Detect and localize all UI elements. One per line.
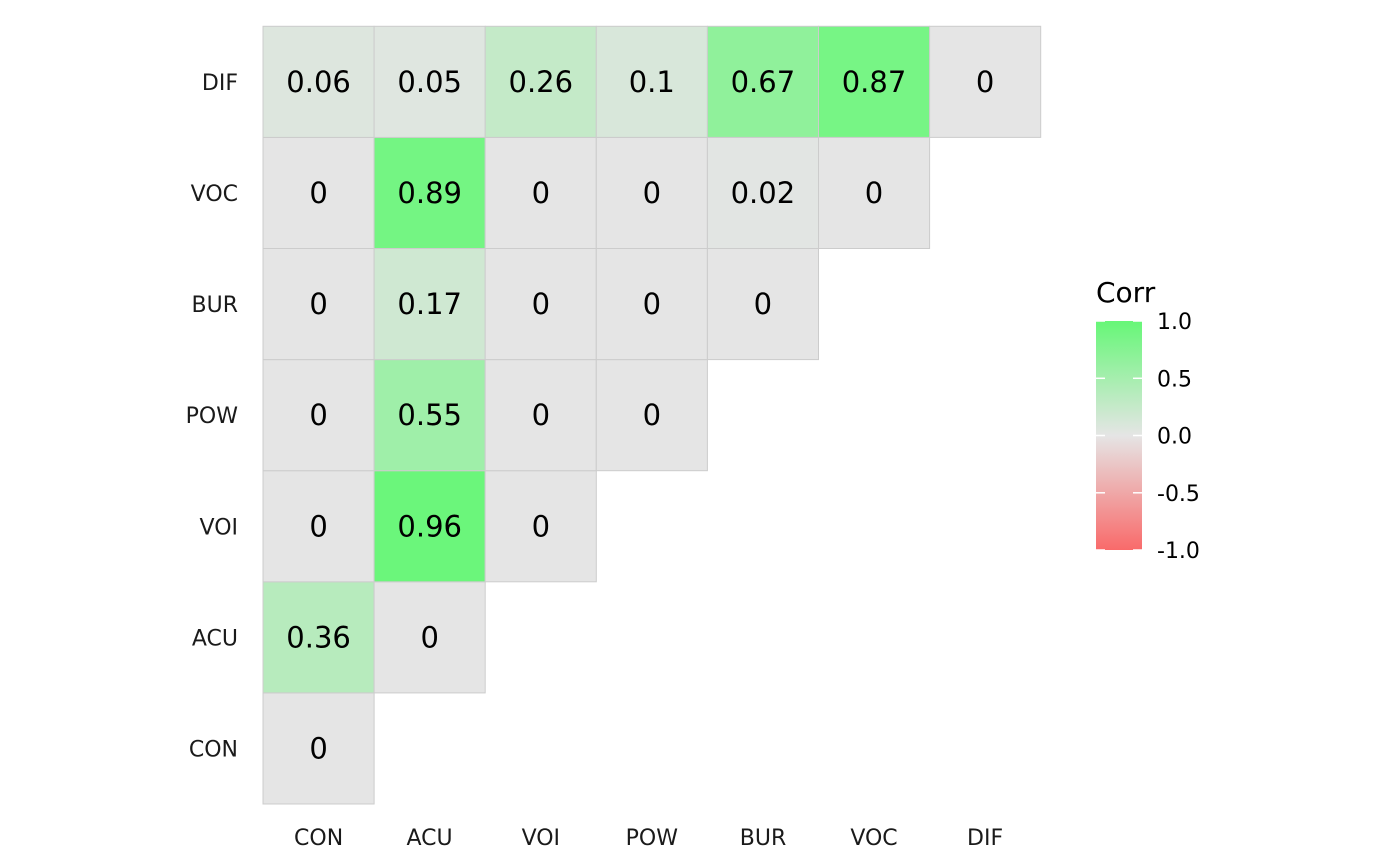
legend-tick-label: 0.5 (1157, 367, 1192, 392)
legend-tick-label: -1.0 (1157, 539, 1200, 564)
heatmap-cell-acu-pow (373, 359, 486, 472)
heatmap-cell-con-dif (262, 25, 375, 138)
cell-value-label-con-dif: 0.06 (286, 65, 351, 99)
y-tick-label-con: CON (189, 738, 238, 763)
cell-value-label-pow-dif: 0.1 (629, 65, 675, 99)
heatmap-cell-acu-voi (373, 470, 486, 583)
heatmap-cell-con-con (262, 692, 375, 805)
heatmap-cells (262, 25, 1042, 805)
x-tick-label-voi: VOI (522, 826, 560, 851)
heatmap-cell-con-acu (262, 581, 375, 694)
x-tick-label-voc: VOC (850, 826, 897, 851)
cell-value-label-con-voi: 0 (309, 509, 327, 543)
x-tick-label-pow: POW (626, 826, 679, 851)
y-tick-label-acu: ACU (192, 626, 238, 651)
cell-value-label-acu-voi: 0.96 (397, 509, 462, 543)
heatmap-cell-voi-pow (484, 359, 597, 472)
y-tick-label-pow: POW (186, 404, 239, 429)
cell-value-label-con-pow: 0 (309, 398, 327, 432)
x-tick-label-acu: ACU (407, 826, 453, 851)
cell-value-label-voc-dif: 0.87 (842, 65, 907, 99)
heatmap-cell-pow-voc (595, 136, 708, 249)
y-tick-label-bur: BUR (192, 293, 238, 318)
cell-value-label-voc-voc: 0 (865, 176, 883, 210)
heatmap-cell-acu-bur (373, 248, 486, 361)
cell-value-label-bur-bur: 0 (754, 287, 772, 321)
heatmap-cell-labels: 0 0.36 0 0 0.96 0 0 0.55 0 0 0 0.17 0 0 0 0 0.89 0 0 0.02 0 0… (286, 65, 994, 766)
cell-value-label-acu-acu: 0 (420, 620, 438, 654)
heatmap-cell-voc-dif (818, 25, 931, 138)
y-tick-label-voc: VOC (191, 182, 238, 207)
heatmap-cell-voi-bur (484, 248, 597, 361)
cell-value-label-con-acu: 0.36 (286, 620, 351, 654)
legend-ticks: 1.0 0.5 0.0 -0.5 -1.0 (1096, 310, 1200, 564)
cell-value-label-bur-dif: 0.67 (731, 65, 796, 99)
cell-value-label-bur-voc: 0.02 (731, 176, 796, 210)
cell-value-label-voi-voc: 0 (532, 176, 550, 210)
x-tick-label-con: CON (294, 826, 343, 851)
heatmap-cell-pow-dif (595, 25, 708, 138)
cell-value-label-pow-bur: 0 (643, 287, 661, 321)
cell-value-label-pow-voc: 0 (643, 176, 661, 210)
cell-value-label-voi-pow: 0 (532, 398, 550, 432)
cell-value-label-dif-dif: 0 (976, 65, 994, 99)
heatmap-cell-con-pow (262, 359, 375, 472)
cell-value-label-acu-pow: 0.55 (397, 398, 462, 432)
cell-value-label-con-bur: 0 (309, 287, 327, 321)
y-axis: CON ACU VOI POW BUR VOC DIF (186, 71, 239, 763)
heatmap-cell-bur-voc (706, 136, 820, 249)
legend-tick-label: -0.5 (1157, 482, 1200, 507)
x-tick-label-bur: BUR (740, 826, 786, 851)
cell-value-label-acu-bur: 0.17 (397, 287, 462, 321)
cell-value-label-pow-pow: 0 (643, 398, 661, 432)
color-legend: Corr 1.0 0.5 0.0 -0.5 -1.0 (1096, 276, 1200, 564)
cell-value-label-acu-dif: 0.05 (397, 65, 462, 99)
heatmap-cell-con-voi (262, 470, 375, 583)
legend-tick-label: 1.0 (1157, 310, 1192, 335)
heatmap-cell-acu-voc (373, 136, 486, 249)
heatmap-cell-pow-pow (595, 359, 708, 472)
heatmap-cell-voi-voi (484, 470, 597, 583)
heatmap-cell-bur-bur (706, 248, 820, 361)
cell-value-label-voi-bur: 0 (532, 287, 550, 321)
heatmap-cell-dif-dif (929, 25, 1042, 138)
cell-value-label-con-con: 0 (309, 731, 327, 765)
legend-tick-label: 0.0 (1157, 425, 1192, 450)
cell-value-label-con-voc: 0 (309, 176, 327, 210)
heatmap-cell-voc-voc (818, 136, 931, 249)
cell-value-label-voi-dif: 0.26 (509, 65, 574, 99)
y-tick-label-dif: DIF (202, 71, 238, 96)
cell-value-label-acu-voc: 0.89 (397, 176, 462, 210)
y-tick-label-voi: VOI (200, 515, 238, 540)
cell-value-label-voi-voi: 0 (532, 509, 550, 543)
x-tick-label-dif: DIF (967, 826, 1003, 851)
x-axis: CON ACU VOI POW BUR VOC DIF (294, 826, 1003, 851)
heatmap-cell-acu-dif (373, 25, 486, 138)
heatmap-cell-voi-voc (484, 136, 597, 249)
legend-title: Corr (1096, 276, 1156, 309)
heatmap-cell-con-voc (262, 136, 375, 249)
